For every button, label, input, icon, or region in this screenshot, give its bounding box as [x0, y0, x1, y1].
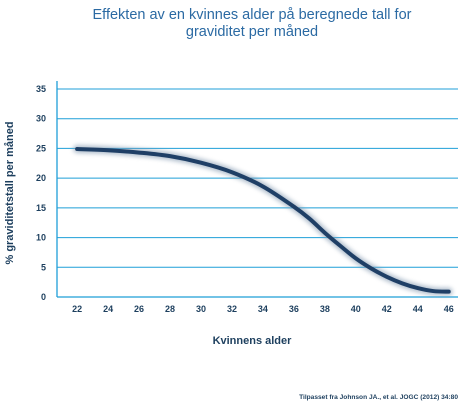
- y-tick-label-20: 20: [36, 173, 46, 183]
- y-tick-label-10: 10: [36, 233, 46, 243]
- chart-title-line-1: Effekten av en kvinnes alder på beregned…: [93, 7, 412, 23]
- x-tick-label-36: 36: [289, 304, 299, 314]
- y-tick-label-35: 35: [36, 84, 46, 94]
- y-axis-label: % graviditetstall per måned: [4, 121, 16, 264]
- x-tick-label-42: 42: [382, 304, 392, 314]
- x-tick-label-34: 34: [258, 304, 268, 314]
- source-citation: Tilpasset fra Johnson JA., et al. JOGC (…: [299, 394, 458, 401]
- series-line-shadow-0: [73, 145, 453, 296]
- y-tick-labels: 0 5 10 15 20 25 30 35: [36, 84, 46, 302]
- x-axis-label: Kvinnens alder: [213, 335, 293, 347]
- x-tick-label-46: 46: [444, 304, 454, 314]
- y-tick-label-25: 25: [36, 143, 46, 153]
- x-tick-label-28: 28: [165, 304, 175, 314]
- series-group: [73, 145, 453, 296]
- y-tick-label-0: 0: [41, 292, 46, 302]
- x-tick-label-32: 32: [227, 304, 237, 314]
- series-line-0: [75, 147, 451, 294]
- y-tick-label-15: 15: [36, 203, 46, 213]
- x-tick-label-30: 30: [196, 304, 206, 314]
- x-tick-labels: 22 24 26 28 30 32 34 36 38 40 42 44 46: [72, 304, 454, 314]
- y-tick-label-5: 5: [41, 262, 46, 272]
- y-tick-label-30: 30: [36, 114, 46, 124]
- x-tick-label-24: 24: [103, 304, 113, 314]
- x-tick-label-22: 22: [72, 304, 82, 314]
- chart-title-line-2: graviditet per måned: [186, 24, 318, 40]
- x-tick-label-26: 26: [134, 304, 144, 314]
- gridlines: [57, 88, 458, 268]
- x-tick-label-38: 38: [320, 304, 330, 314]
- x-tick-label-44: 44: [413, 304, 423, 314]
- x-tick-label-40: 40: [351, 304, 361, 314]
